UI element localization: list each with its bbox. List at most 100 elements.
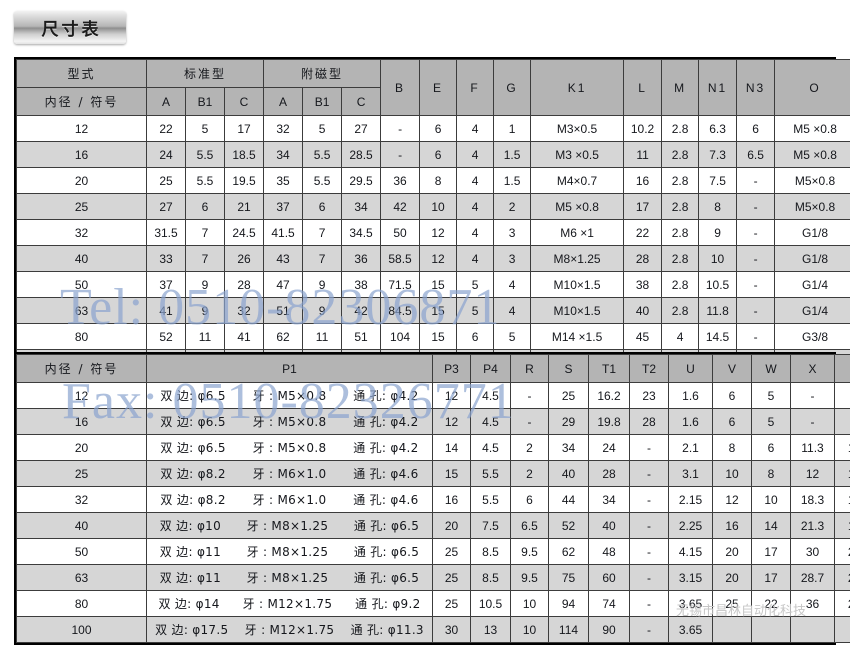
table-two-cell-3: 62: [549, 539, 589, 565]
table-two-col-header-X: X: [791, 355, 835, 383]
table-one-cell-15: G1/4: [775, 272, 850, 298]
table-one-cell-9: 2: [494, 194, 531, 220]
p1-part-2: 通 孔: φ6.5: [354, 569, 419, 586]
table-one-cell-8: 4: [457, 246, 494, 272]
table-one-cell-8: 4: [457, 116, 494, 142]
table-one-cell-2: 18.5: [225, 142, 264, 168]
table-one-cell-6: 84.5: [381, 298, 420, 324]
table-one-cell-3: 35: [264, 168, 303, 194]
table-one-bore-value: 32: [17, 220, 147, 246]
p1-part-0: 双 边: φ10: [160, 517, 221, 534]
table-two-cell-4: 60: [589, 565, 630, 591]
table-one-cell-13: 7.3: [699, 142, 737, 168]
table-two-cell-4: 34: [589, 487, 630, 513]
table-two-cell-5: -: [630, 461, 669, 487]
table-two-cell-9: 21.3: [791, 513, 835, 539]
table-two-col-header-内径 / 符号: 内径 / 符号: [17, 355, 147, 383]
table-one-cell-11: 22: [624, 220, 662, 246]
table-one-cell-10: M3×0.5: [531, 116, 624, 142]
p1-part-0: 双 边: φ14: [158, 595, 219, 612]
table-two-bore-value: 32: [17, 487, 147, 513]
table-two-cell-5: -: [630, 539, 669, 565]
table-one-cell-12: 2.8: [662, 116, 699, 142]
table-one-cell-9: 1.5: [494, 142, 531, 168]
table-one-bore-value: 80: [17, 324, 147, 350]
table-one-col-header-N3: N3: [737, 60, 775, 116]
table-one-cell-5: 42: [342, 298, 381, 324]
table-one-cell-6: 36: [381, 168, 420, 194]
table-one-cell-0: 31.5: [147, 220, 186, 246]
table-two-cell-5: -: [630, 513, 669, 539]
table-two-cell-4: 40: [589, 513, 630, 539]
table-one-cell-13: 10.5: [699, 272, 737, 298]
table-one-col-header-型式: 型式: [17, 60, 147, 88]
table-one-cell-10: M6 ×1: [531, 220, 624, 246]
table-two-cell-7: 20: [713, 539, 752, 565]
p1-part-1: 牙 : M6×1.0: [253, 465, 327, 482]
table-two-cell-10: 10: [835, 461, 850, 487]
table-one-cell-15: M5×0.8: [775, 194, 850, 220]
table-one-cell-1: 5.5: [186, 142, 225, 168]
table-one-cell-15: G1/4: [775, 298, 850, 324]
table-one-cell-13: 6.3: [699, 116, 737, 142]
table-two-bore-value: 12: [17, 383, 147, 409]
table-one-cell-14: -: [737, 194, 775, 220]
table-two-cell-6: 3.65: [669, 591, 713, 617]
table-two-cell-6: 2.15: [669, 487, 713, 513]
table-one-cell-0: 41: [147, 298, 186, 324]
table-two-cell-0: 25: [433, 565, 471, 591]
table-one-cell-14: -: [737, 272, 775, 298]
table-one-col-header-E: E: [420, 60, 457, 116]
table-one-cell-1: 6: [186, 194, 225, 220]
table-one-cell-11: 40: [624, 298, 662, 324]
table-one-cell-8: 4: [457, 220, 494, 246]
table-two-cell-10: [835, 617, 850, 643]
table-one-cell-4: 5.5: [303, 142, 342, 168]
table-two-cell-7: 16: [713, 513, 752, 539]
table-one-cell-11: 28: [624, 246, 662, 272]
table-two-bore-value: 40: [17, 513, 147, 539]
table-two-cell-2: 6: [511, 487, 549, 513]
table-two-cell-1: 4.5: [471, 409, 511, 435]
table-one-cell-2: 19.5: [225, 168, 264, 194]
table-two-cell-5: -: [630, 487, 669, 513]
table-one-cell-2: 26: [225, 246, 264, 272]
table-two-bore-value: 80: [17, 591, 147, 617]
table-one-cell-0: 27: [147, 194, 186, 220]
table-two-cell-3: 75: [549, 565, 589, 591]
table-two-col-header-S: S: [549, 355, 589, 383]
table-one-bore-value: 25: [17, 194, 147, 220]
table-one-cell-10: M4×0.7: [531, 168, 624, 194]
table-one-cell-5: 27: [342, 116, 381, 142]
table-one-cell-2: 17: [225, 116, 264, 142]
table-one-cell-3: 37: [264, 194, 303, 220]
table-two-bore-value: 63: [17, 565, 147, 591]
table-one-cell-4: 11: [303, 324, 342, 350]
table-two-col-header-R: R: [511, 355, 549, 383]
table-two-cell-2: 2: [511, 461, 549, 487]
table-one-cell-4: 7: [303, 246, 342, 272]
table-two-cell-8: 5: [752, 383, 791, 409]
p1-part-2: 通 孔: φ4.2: [353, 413, 418, 430]
table-one-cell-0: 33: [147, 246, 186, 272]
table-two-col-header-Y: Y: [835, 355, 850, 383]
table-one-col-header-K1: K1: [531, 60, 624, 116]
table-one-cell-10: M5 ×0.8: [531, 194, 624, 220]
table-one-cell-6: 104: [381, 324, 420, 350]
table-two-bore-value: 16: [17, 409, 147, 435]
table-one-cell-12: 2.8: [662, 142, 699, 168]
table-two-cell-7: 6: [713, 383, 752, 409]
table-one-subcol-header-3: C: [225, 88, 264, 116]
table-two-cell-7: 6: [713, 409, 752, 435]
table-one-cell-12: 2.8: [662, 220, 699, 246]
